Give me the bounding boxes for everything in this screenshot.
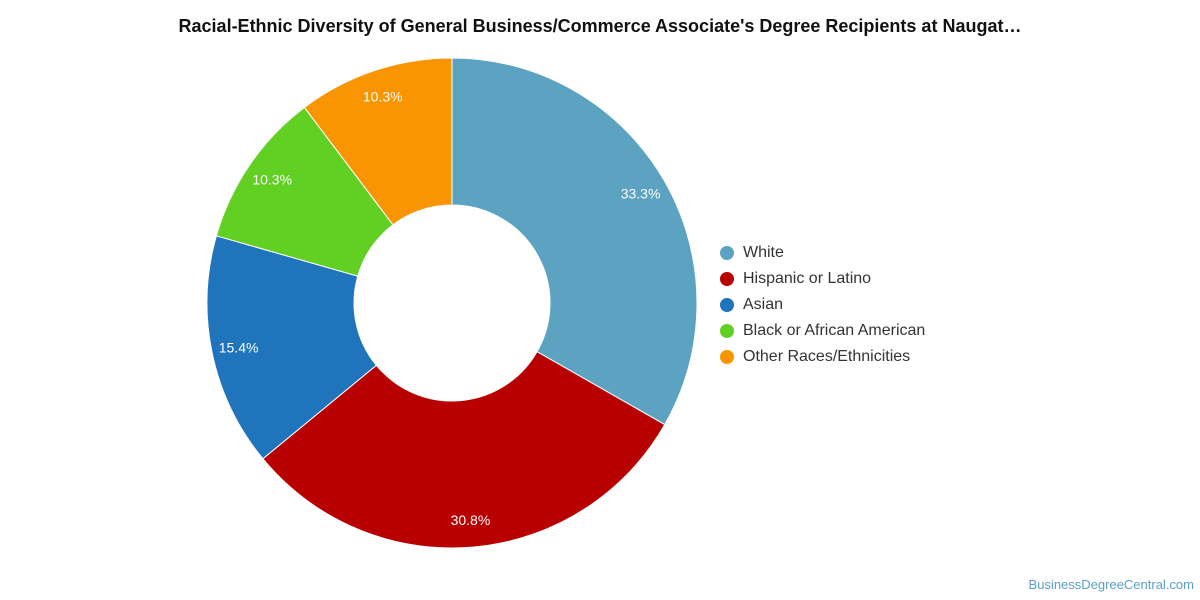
- slice-label: 30.8%: [451, 512, 491, 528]
- slice-black-or-african-american[interactable]: [215, 106, 394, 277]
- legend-item[interactable]: White: [720, 240, 925, 266]
- legend-item[interactable]: Other Races/Ethnicities: [720, 344, 925, 370]
- slice-label: 10.3%: [363, 88, 403, 104]
- legend-item[interactable]: Asian: [720, 292, 925, 318]
- legend: White Hispanic or Latino Asian Black or Afr…: [720, 240, 925, 370]
- slice-asian[interactable]: [206, 235, 378, 460]
- slice-other-races-ethnicities[interactable]: [303, 57, 453, 226]
- legend-label: White: [743, 244, 784, 261]
- slice-label: 10.3%: [252, 172, 292, 188]
- legend-label: Other Races/Ethnicities: [743, 348, 911, 365]
- legend-marker: [720, 350, 734, 364]
- legend-label: Asian: [743, 296, 784, 313]
- chart-title: Racial-Ethnic Diversity of General Busin…: [178, 16, 1022, 36]
- legend-label: Hispanic or Latino: [743, 270, 872, 287]
- legend-marker: [720, 298, 734, 312]
- slice-hispanic-or-latino[interactable]: [262, 350, 666, 549]
- legend-item[interactable]: Black or African American: [720, 318, 925, 344]
- legend-item[interactable]: Hispanic or Latino: [720, 266, 925, 292]
- slice-white[interactable]: [451, 57, 698, 426]
- slice-label: 33.3%: [621, 186, 661, 202]
- source-watermark[interactable]: BusinessDegreeCentral.com: [1028, 577, 1194, 592]
- legend-marker: [720, 246, 734, 260]
- legend-label: Black or African American: [743, 322, 926, 339]
- legend-marker: [720, 324, 734, 338]
- slice-label: 15.4%: [219, 339, 259, 355]
- legend-marker: [720, 272, 734, 286]
